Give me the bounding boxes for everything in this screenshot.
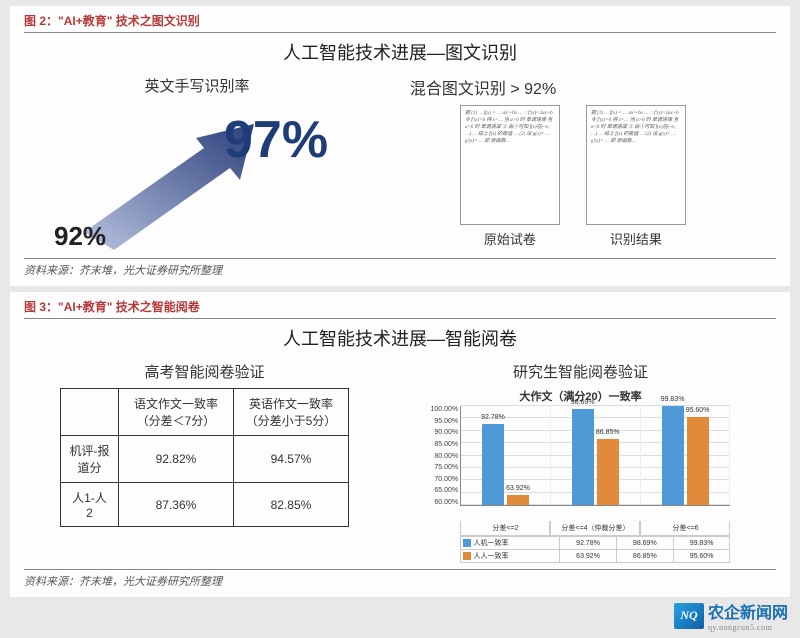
row2-v1: 87.36%: [118, 483, 233, 527]
fig3-caption: 图 3："AI+教育" 技术之智能阅卷: [24, 298, 776, 319]
original-sheet: 题 (1) … f(x) = … ax²+bx … ∴ f'(x)=2ax+b …: [460, 105, 560, 225]
row1-v1: 92.82%: [118, 436, 233, 483]
fig3-right-subtitle: 研究生智能阅卷验证: [385, 361, 776, 382]
to-percent: 97%: [224, 110, 328, 170]
fig2-content-row: 英文手写识别率 92% 97% 混合图文识别 > 92%: [24, 75, 776, 252]
table-header-row: 语文作文一致率（分差＜7分） 英语作文一致率（分差小于5分）: [60, 389, 348, 436]
fig2-right: 混合图文识别 > 92% 题 (1) … f(x) = … ax²+bx … ∴…: [370, 75, 776, 252]
figure-2-panel: 图 2："AI+教育" 技术之图文识别 人工智能技术进展—图文识别 英文手写识别…: [10, 6, 790, 286]
fig3-left-subtitle: 高考智能阅卷验证: [24, 361, 385, 382]
fig3-title: 人工智能技术进展—智能阅卷: [24, 325, 776, 351]
row1-v2: 94.57%: [233, 436, 348, 483]
gaokao-table: 语文作文一致率（分差＜7分） 英语作文一致率（分差小于5分） 机评-报道分 92…: [60, 388, 349, 527]
table-row: 机评-报道分 92.82% 94.57%: [60, 436, 348, 483]
chart-legend-table: 人机一致率92.78%98.69%99.83%人人一致率63.92%86.85%…: [460, 536, 730, 563]
fig3-right: 研究生智能阅卷验证 大作文（满分20）一致率 100.00%95.00%90.0…: [385, 361, 776, 563]
fig2-left: 英文手写识别率 92% 97%: [24, 75, 370, 252]
th-english: 英语作文一致率（分差小于5分）: [233, 389, 348, 436]
result-sheet: 题 (1) … f(x) = … ax²+bx … ∴ f'(x)=2ax+b …: [586, 105, 686, 225]
fig2-title: 人工智能技术进展—图文识别: [24, 39, 776, 65]
figure-3-panel: 图 3："AI+教育" 技术之智能阅卷 人工智能技术进展—智能阅卷 高考智能阅卷…: [10, 292, 790, 597]
fig3-content-row: 高考智能阅卷验证 语文作文一致率（分差＜7分） 英语作文一致率（分差小于5分） …: [24, 361, 776, 563]
plot-area: 92.78%63.92%98.69%86.85%99.83%95.60%: [460, 406, 730, 506]
x-axis-labels: 分差<=2分差<=4（仲裁分差）分差<=6: [460, 521, 730, 536]
table-row: 人1-人2 87.36% 82.85%: [60, 483, 348, 527]
fig2-left-subtitle: 英文手写识别率: [24, 75, 370, 96]
original-sheet-block: 题 (1) … f(x) = … ax²+bx … ∴ f'(x)=2ax+b …: [460, 105, 560, 248]
fig2-source: 资料来源：芥末堆，光大证券研究所整理: [24, 258, 776, 278]
watermark: NQ 农企新闻网 qy.nongcun5.com: [674, 599, 788, 632]
result-sheet-label: 识别结果: [586, 229, 686, 248]
watermark-text: 农企新闻网 qy.nongcun5.com: [708, 599, 788, 632]
th-blank: [60, 389, 118, 436]
result-sheet-block: 题 (1) … f(x) = … ax²+bx … ∴ f'(x)=2ax+b …: [586, 105, 686, 248]
row2-v2: 82.85%: [233, 483, 348, 527]
row2-label: 人1-人2: [60, 483, 118, 527]
from-percent: 92%: [54, 221, 106, 252]
fig3-source: 资料来源：芥末堆，光大证券研究所整理: [24, 569, 776, 589]
original-sheet-label: 原始试卷: [460, 229, 560, 248]
th-chinese: 语文作文一致率（分差＜7分）: [118, 389, 233, 436]
grad-chart: 大作文（满分20）一致率 100.00%95.00%90.00%85.00%80…: [430, 388, 730, 563]
row1-label: 机评-报道分: [60, 436, 118, 483]
sheets-row: 题 (1) … f(x) = … ax²+bx … ∴ f'(x)=2ax+b …: [370, 105, 776, 248]
watermark-sub: qy.nongcun5.com: [708, 623, 788, 632]
fig2-caption: 图 2："AI+教育" 技术之图文识别: [24, 12, 776, 33]
y-axis: 100.00%95.00%90.00%85.00%80.00%75.00%70.…: [430, 406, 460, 506]
watermark-logo-icon: NQ: [674, 603, 704, 629]
handwriting-arrow-chart: 92% 97%: [24, 102, 370, 252]
watermark-main: 农企新闻网: [708, 599, 788, 623]
fig2-right-subtitle: 混合图文识别 > 92%: [370, 75, 776, 99]
fig3-left: 高考智能阅卷验证 语文作文一致率（分差＜7分） 英语作文一致率（分差小于5分） …: [24, 361, 385, 563]
chart-body: 100.00%95.00%90.00%85.00%80.00%75.00%70.…: [430, 406, 730, 521]
